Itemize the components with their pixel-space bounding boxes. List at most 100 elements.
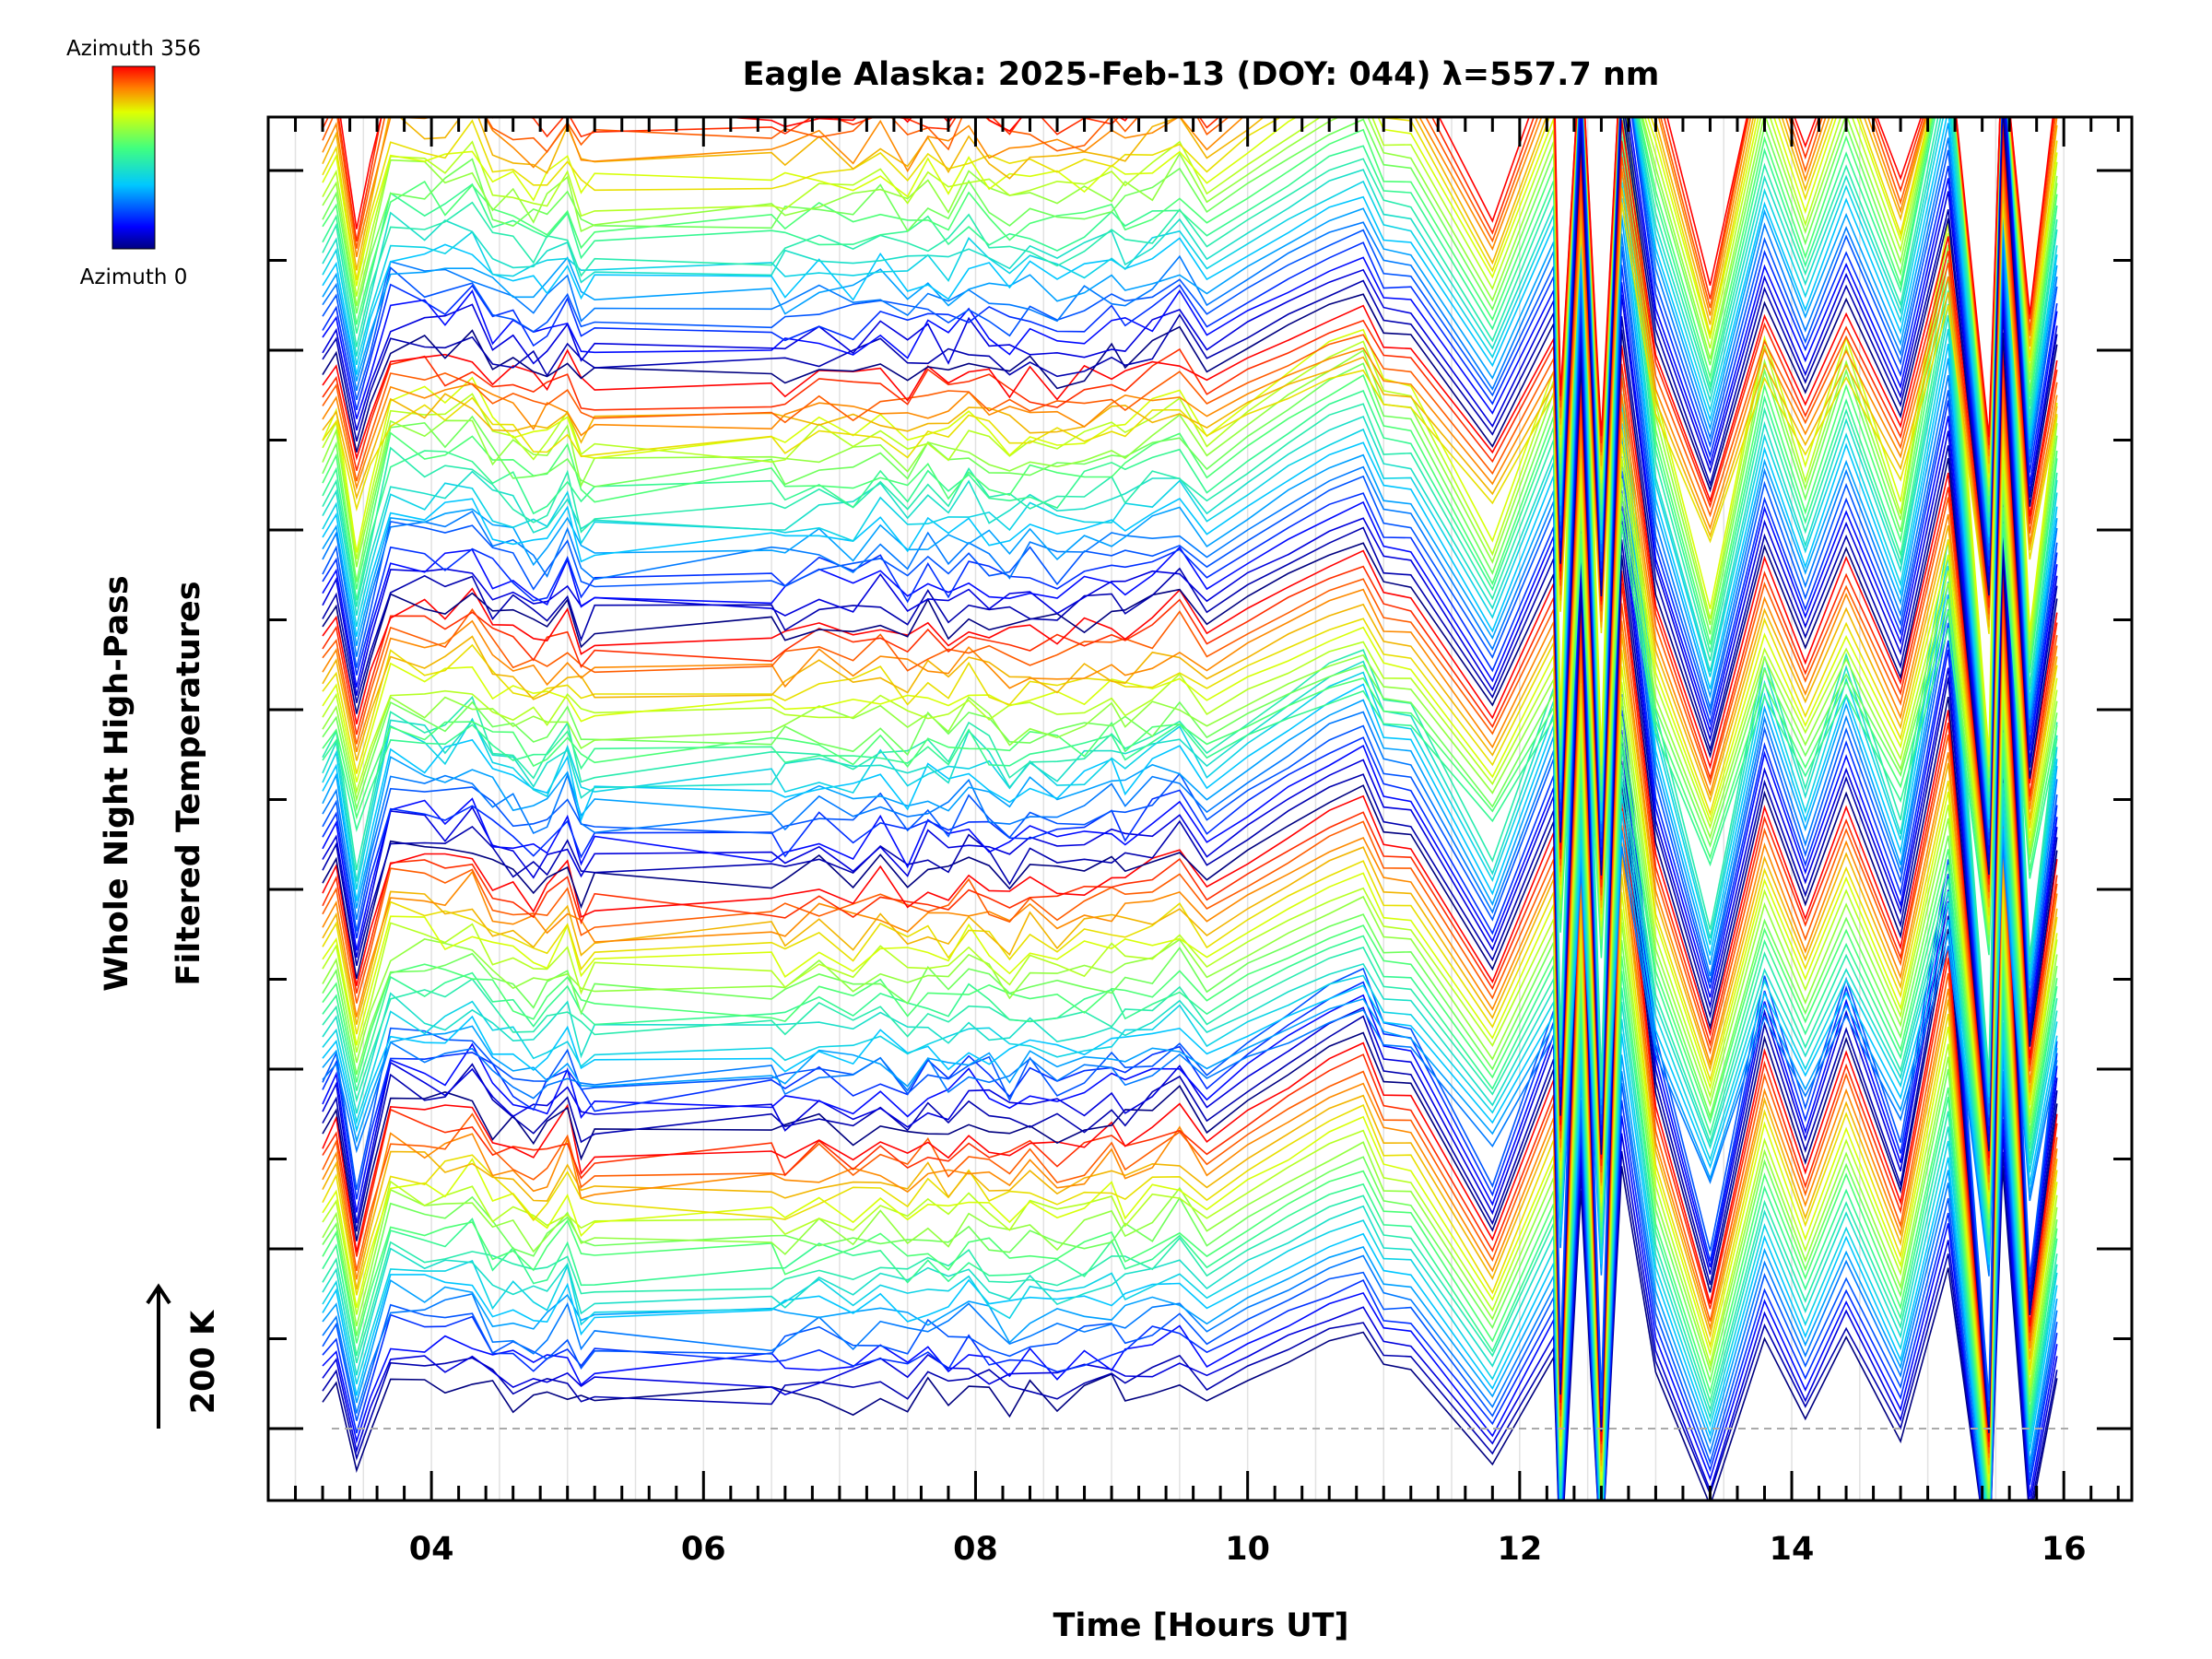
series-line — [322, 778, 2058, 1252]
series-line — [322, 294, 2058, 863]
series-line — [322, 649, 2058, 1194]
colorbar-bottom-label: Azimuth 0 — [80, 265, 188, 289]
series-line — [322, 329, 2058, 876]
series-line — [322, 777, 2058, 1433]
series-line — [322, 829, 2058, 1272]
series-line — [322, 215, 2058, 829]
series-line — [322, 1115, 2058, 1500]
series-line — [322, 410, 2058, 908]
series-line — [322, 696, 2058, 1214]
series-line — [322, 841, 2058, 1461]
series-line — [322, 406, 2058, 1093]
colorbar-top-label: Azimuth 356 — [66, 37, 201, 61]
series-line — [322, 939, 2058, 1500]
series-line — [322, 117, 2058, 474]
x-tick-label: 06 — [681, 1531, 726, 1568]
series-line — [322, 1071, 2058, 1500]
series-line — [322, 726, 2058, 1415]
series-line — [322, 280, 2058, 855]
series-line — [322, 471, 2058, 1121]
series-line — [322, 506, 2058, 1135]
series-line — [322, 571, 2058, 1159]
series-line — [322, 117, 2058, 786]
series-line — [322, 140, 2058, 608]
series-line — [322, 970, 2058, 1500]
x-tick-label: 08 — [953, 1531, 998, 1568]
series-line — [322, 1100, 2058, 1500]
series-line — [322, 168, 2058, 622]
series-line — [322, 377, 2058, 896]
series-line — [322, 732, 2058, 1229]
series-line — [322, 537, 2058, 1146]
series-line — [322, 359, 2058, 888]
series-line — [322, 489, 2058, 945]
y-axis-label-line1: Whole Night High-Pass — [99, 575, 135, 991]
y-axis-label-line2: Filtered Temperatures — [171, 581, 207, 985]
series-group — [322, 117, 2058, 1500]
series-line — [322, 712, 2058, 1222]
series-line — [322, 520, 2058, 1142]
x-tick-label: 12 — [1497, 1531, 1542, 1568]
series-line — [322, 759, 2058, 1428]
series-line — [322, 476, 2058, 936]
series-line — [322, 908, 2058, 1489]
series-line — [322, 746, 2058, 1238]
series-line — [322, 1166, 2058, 1500]
series-line — [322, 392, 2058, 1088]
series-line — [322, 843, 2058, 1277]
series-line — [322, 117, 2058, 545]
series-line — [322, 1033, 2058, 1500]
series-line — [322, 150, 2058, 802]
series-line — [322, 117, 2058, 456]
series-line — [322, 437, 2058, 1106]
series-line — [322, 631, 2058, 1190]
series-line — [322, 117, 2058, 500]
series-line — [322, 794, 2058, 1258]
series-line — [322, 1053, 2058, 1500]
series-line — [322, 117, 2056, 453]
series-line — [322, 694, 2058, 1401]
series-line — [322, 155, 2058, 615]
series-line — [322, 117, 2058, 520]
x-tick-label: 16 — [2041, 1531, 2087, 1568]
series-line — [322, 117, 2058, 535]
series-line — [322, 441, 2058, 924]
series-line — [322, 523, 2058, 959]
series-line — [322, 117, 2058, 768]
series-line — [322, 952, 2058, 1500]
series-line — [322, 1150, 2058, 1500]
series-line — [322, 117, 2058, 552]
series-line — [322, 1018, 2058, 1500]
series-line — [322, 232, 2058, 832]
series-line — [339, 117, 2054, 438]
series-line — [322, 117, 2058, 528]
series-line — [322, 117, 2058, 582]
series-line — [322, 117, 2058, 590]
colorbar — [112, 65, 156, 250]
scale-arrow — [146, 1283, 171, 1429]
series-line — [322, 457, 2058, 931]
series-line — [322, 371, 2058, 1080]
series-line — [322, 762, 2058, 1244]
series-line — [322, 117, 2058, 488]
series-line — [322, 117, 2058, 569]
series-line — [322, 603, 2058, 1175]
series-line — [322, 710, 2058, 1407]
series-line — [322, 985, 2058, 1500]
series-line — [322, 135, 2058, 792]
series-line — [322, 486, 2058, 1126]
series-line — [322, 1001, 2058, 1500]
series-line — [322, 872, 2058, 1474]
series-line — [322, 394, 2058, 901]
series-line — [322, 794, 2058, 1442]
series-line — [322, 264, 2058, 848]
series-line — [322, 117, 2058, 561]
series-line — [322, 507, 2058, 947]
series-line — [322, 1133, 2058, 1500]
chart-title: Eagle Alaska: 2025-Feb-13 (DOY: 044) λ=5… — [743, 56, 1660, 93]
series-line — [322, 120, 2058, 602]
series-line — [322, 665, 2058, 1204]
series-line — [322, 202, 2058, 634]
